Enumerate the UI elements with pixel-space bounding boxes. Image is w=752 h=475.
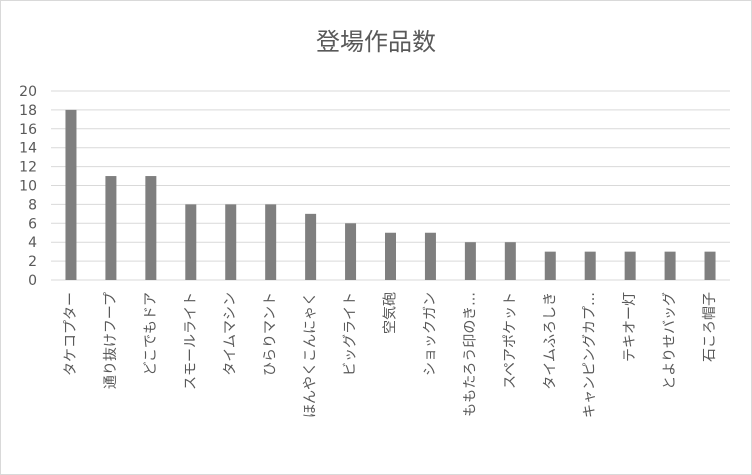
- y-tick-label: 4: [28, 235, 37, 251]
- x-category-label: ももたろう印のき…: [462, 292, 478, 417]
- x-category-label: ほんやくこんにゃく: [303, 292, 319, 418]
- bar: [464, 242, 476, 280]
- y-axis-ticks: 0 2 4 6 8 10 12 14 16 18 20: [19, 84, 37, 289]
- y-tick-label: 18: [19, 103, 37, 119]
- x-category-label: スモールライト: [183, 292, 199, 390]
- bar: [265, 204, 277, 280]
- x-category-label: スペアポケット: [502, 292, 518, 389]
- x-category-label: 石ころ帽子: [702, 292, 718, 362]
- y-tick-label: 8: [28, 197, 37, 213]
- bar: [504, 242, 516, 280]
- chart-title: 登場作品数: [316, 28, 436, 56]
- y-tick-label: 12: [19, 160, 37, 176]
- bar: [544, 251, 556, 280]
- bar: [385, 232, 396, 280]
- x-axis-labels: タケコプター 通り抜けフープ どこでもドア スモールライト タイムマシン ひらりマント ほん…: [63, 292, 718, 418]
- bar: [664, 251, 676, 280]
- x-category-label: 通り抜けフープ: [103, 292, 119, 389]
- x-category-label: ショックガン: [422, 292, 438, 376]
- y-tick-label: 6: [28, 216, 37, 232]
- bar: [185, 204, 197, 280]
- bar: [105, 176, 117, 280]
- x-category-label: ビッグライト: [343, 292, 359, 376]
- x-category-label: テキオー灯: [622, 292, 638, 362]
- x-category-label: タケコプター: [63, 292, 79, 376]
- bar: [704, 251, 716, 280]
- x-category-label: どこでもドア: [143, 292, 159, 376]
- y-tick-label: 20: [19, 84, 37, 100]
- bar: [145, 176, 157, 280]
- bar: [345, 223, 357, 280]
- x-category-label: タイムふろしき: [542, 292, 558, 390]
- bar: [305, 213, 317, 280]
- y-tick-label: 16: [19, 122, 37, 138]
- y-tick-label: 0: [28, 273, 37, 289]
- y-tick-label: 2: [28, 254, 37, 270]
- x-category-label: 空気砲: [383, 292, 399, 334]
- bar: [624, 251, 636, 280]
- x-category-label: ひらりマント: [263, 292, 279, 376]
- gridlines: [51, 90, 730, 281]
- y-tick-label: 14: [19, 141, 37, 157]
- bar: [225, 204, 237, 280]
- bars: [65, 109, 716, 281]
- bar: [65, 109, 77, 281]
- x-category-label: タイムマシン: [223, 292, 239, 376]
- bar: [584, 251, 596, 280]
- x-category-label: キャンピングカプ…: [582, 292, 598, 418]
- y-tick-label: 10: [19, 179, 37, 195]
- x-category-label: とよりせバッグ: [662, 292, 678, 390]
- bar: [424, 232, 436, 280]
